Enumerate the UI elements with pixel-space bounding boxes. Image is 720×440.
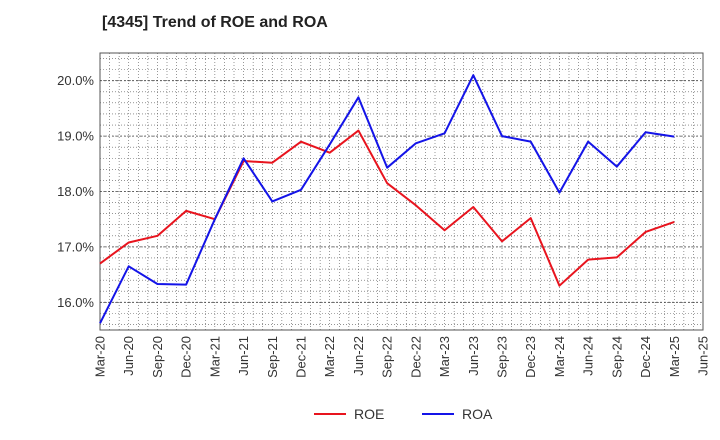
x-tick-label: Mar-25	[667, 336, 682, 377]
x-tick-label: Mar-24	[552, 336, 567, 377]
y-tick-label: 20.0%	[57, 73, 94, 88]
x-tick-label: Mar-21	[207, 336, 222, 377]
x-tick-label: Dec-22	[408, 336, 423, 378]
x-tick-label: Jun-23	[466, 336, 481, 376]
y-tick-label: 18.0%	[57, 184, 94, 199]
y-tick-label: 19.0%	[57, 129, 94, 144]
x-tick-label: Mar-20	[93, 336, 108, 377]
x-tick-label: Mar-23	[437, 336, 452, 377]
x-tick-label: Jun-21	[236, 336, 251, 376]
x-tick-label: Dec-21	[294, 336, 309, 378]
legend: ROE ROA	[314, 406, 493, 422]
x-tick-label: Jun-20	[121, 336, 136, 376]
x-tick-label: Dec-20	[179, 336, 194, 378]
x-axis-ticks: Mar-20 Jun-20 Sep-20 Dec-20 Mar-21 Jun-21 Sep-…	[93, 336, 711, 378]
legend-label-roe: ROE	[354, 406, 384, 422]
y-axis-ticks: 16.0% 17.0% 18.0% 19.0% 20.0%	[57, 73, 94, 310]
y-tick-label: 17.0%	[57, 239, 94, 254]
x-tick-label: Sep-22	[380, 336, 395, 378]
x-tick-label: Dec-23	[523, 336, 538, 378]
x-tick-label: Sep-20	[150, 336, 165, 378]
x-tick-label: Jun-22	[351, 336, 366, 376]
legend-label-roa: ROA	[462, 406, 493, 422]
x-tick-label: Sep-23	[495, 336, 510, 378]
x-tick-label: Mar-22	[322, 336, 337, 377]
x-tick-label: Dec-24	[638, 336, 653, 378]
y-tick-label: 16.0%	[57, 295, 94, 310]
chart-title: [4345] Trend of ROE and ROA	[102, 14, 328, 31]
x-tick-label: Jun-25	[696, 336, 711, 376]
x-tick-label: Jun-24	[581, 336, 596, 376]
series-lines	[99, 74, 675, 324]
x-tick-label: Sep-21	[265, 336, 280, 378]
x-tick-label: Sep-24	[609, 336, 624, 378]
